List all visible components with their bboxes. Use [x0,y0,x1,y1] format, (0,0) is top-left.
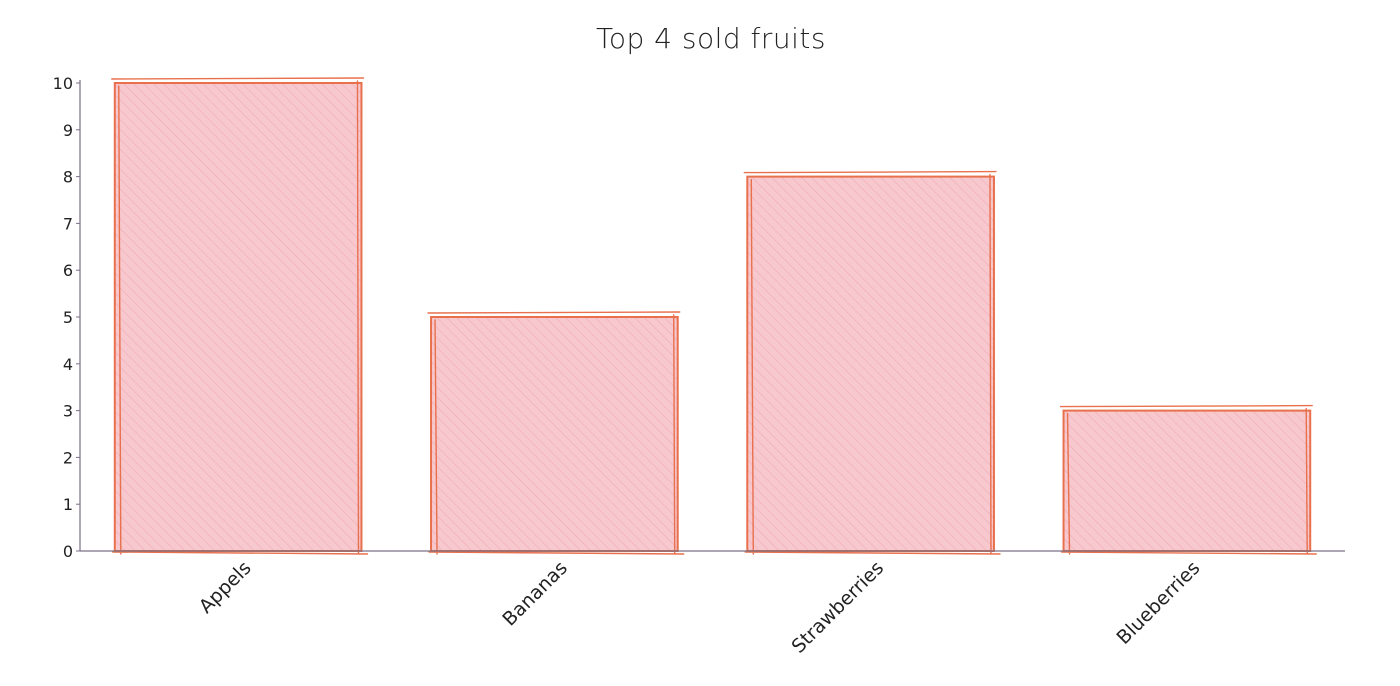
bar-blueberries [1059,404,1317,555]
bar-strawberries [743,170,1001,555]
y-tick-label: 8 [63,168,73,187]
x-category-label: Appels [195,557,256,618]
bar-sketch-stroke [427,311,685,555]
bar-sketch-stroke [111,77,369,555]
bar-sketch-stroke [743,170,1001,555]
y-tick-label: 6 [63,261,73,280]
y-tick-label: 4 [63,355,73,374]
x-category-label: Blueberries [1113,557,1205,649]
axes-layer [79,80,1345,552]
bar-sketch-stroke [1059,404,1317,555]
y-tick-label: 10 [53,74,73,93]
y-tick-label: 0 [63,542,73,561]
y-tick-label: 9 [63,121,73,140]
bar-hatch [431,317,678,551]
y-tick-label: 3 [63,402,73,421]
chart-title: Top 4 sold fruits [596,22,826,55]
bar-hatch [1063,410,1311,551]
x-axis-labels: Appels Bananas Strawberries Blueberries [195,557,1205,658]
bar-appels [111,77,369,555]
bar-hatch [114,83,362,551]
y-tick-label: 7 [63,214,73,233]
y-tick-label: 2 [63,448,73,467]
bar-bananas [427,311,685,555]
y-axis-ticks: 0 1 2 3 4 5 6 7 8 9 10 [53,74,80,561]
y-tick-label: 5 [63,308,73,327]
bar-hatch [747,176,994,551]
x-category-label: Strawberries [787,557,888,658]
x-category-label: Bananas [498,557,572,631]
bars-layer [111,77,1317,555]
y-tick-label: 1 [63,495,73,514]
